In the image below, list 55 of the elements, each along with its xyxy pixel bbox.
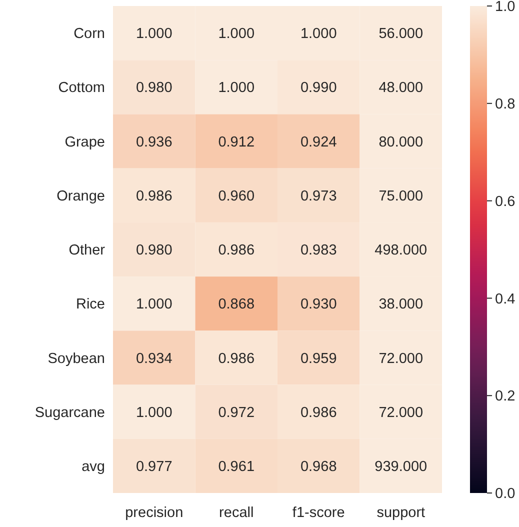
data-label: 0.972 bbox=[218, 404, 255, 421]
color-bar-label: 0.2 bbox=[495, 388, 516, 405]
data-label: 0.960 bbox=[218, 188, 255, 204]
y-tick-label: Grape bbox=[64, 134, 105, 150]
y-tick-label: Rice bbox=[76, 296, 105, 313]
data-label: 0.986 bbox=[218, 242, 255, 259]
y-tick-label: Sugarcane bbox=[34, 404, 105, 421]
data-label: 1.000 bbox=[300, 26, 337, 42]
data-label: 0.868 bbox=[218, 296, 255, 313]
data-label: 48.000 bbox=[378, 80, 424, 96]
x-tick-label: precision bbox=[125, 505, 184, 521]
data-label: 0.986 bbox=[136, 188, 172, 204]
data-label: 80.000 bbox=[378, 134, 424, 150]
data-label: 0.912 bbox=[218, 134, 255, 150]
data-label: 0.990 bbox=[300, 80, 337, 96]
data-label: 498.000 bbox=[374, 242, 428, 259]
y-tick-label: Other bbox=[68, 242, 106, 259]
x-tick-label: f1-score bbox=[292, 505, 345, 521]
data-label: 1.000 bbox=[136, 404, 172, 421]
data-label: 1.000 bbox=[136, 296, 172, 313]
color-bar-label: 0.8 bbox=[495, 96, 516, 112]
data-label: 1.000 bbox=[218, 26, 255, 42]
y-tick-label: Cottom bbox=[58, 80, 105, 96]
data-label: 75.000 bbox=[378, 188, 424, 204]
color-bar-label: 0.6 bbox=[495, 194, 516, 210]
data-label: 0.968 bbox=[300, 459, 337, 476]
data-label: 0.924 bbox=[300, 134, 337, 150]
x-tick-label: recall bbox=[219, 505, 254, 521]
data-label: 0.936 bbox=[136, 134, 172, 150]
data-label: 0.934 bbox=[136, 350, 172, 367]
data-label: 0.980 bbox=[136, 242, 172, 259]
x-tick-label: support bbox=[376, 505, 426, 521]
color-bar-label: 0.4 bbox=[495, 291, 516, 308]
data-label: 0.980 bbox=[136, 80, 172, 96]
data-label: 0.959 bbox=[300, 350, 337, 367]
data-label: 0.961 bbox=[218, 459, 255, 476]
data-label: 0.977 bbox=[136, 459, 172, 476]
data-label: 0.973 bbox=[300, 188, 337, 204]
data-label: 0.986 bbox=[300, 404, 337, 421]
data-label: 1.000 bbox=[136, 26, 172, 42]
data-label: 56.000 bbox=[378, 26, 424, 42]
data-label: 939.000 bbox=[374, 459, 428, 476]
y-tick-label: Corn bbox=[74, 26, 105, 42]
data-label: 0.930 bbox=[300, 296, 337, 313]
data-label: 38.000 bbox=[378, 296, 424, 313]
data-label: 1.000 bbox=[218, 80, 255, 96]
y-tick-label: Soybean bbox=[48, 350, 105, 367]
data-label: 72.000 bbox=[378, 404, 424, 421]
color-bar-label: 0.0 bbox=[495, 486, 516, 502]
y-tick-label: avg bbox=[82, 459, 105, 476]
data-label: 0.983 bbox=[300, 242, 337, 259]
data-label: 0.986 bbox=[218, 350, 255, 367]
color-bar-label: 1.0 bbox=[495, 0, 516, 16]
data-label: 72.000 bbox=[378, 350, 424, 367]
y-tick-label: Orange bbox=[56, 188, 105, 204]
